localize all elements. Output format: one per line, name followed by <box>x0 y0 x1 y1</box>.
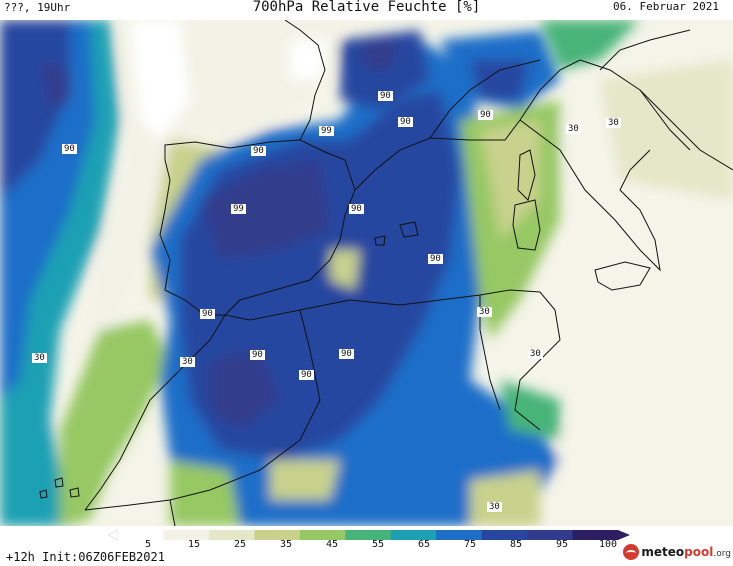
colorbar-segment <box>208 530 255 540</box>
humidity-map: 90 90 90 90 99 90 99 90 90 90 30 30 90 9… <box>0 20 733 526</box>
footer: 5 15 25 35 45 55 65 75 85 95 100 +12h Init:06Z06FE… <box>0 526 733 566</box>
colorbar-tick-label: 35 <box>279 539 293 550</box>
colorbar-segment <box>390 530 437 540</box>
colorbar-tick-label: 65 <box>417 539 431 550</box>
contour-label: 30 <box>528 349 543 359</box>
colorbar-segment <box>572 530 619 540</box>
contour-label: 30 <box>487 502 502 512</box>
contour-label: 90 <box>339 349 354 359</box>
colorbar-tick-label: 25 <box>233 539 247 550</box>
colorbar-segment <box>299 530 346 540</box>
colorbar-tick-label: 75 <box>463 539 477 550</box>
colorbar-segment <box>527 530 574 540</box>
colorbar-segment <box>118 530 164 540</box>
colorbar-min-triangle <box>108 529 119 541</box>
colorbar-tick-label: 5 <box>144 539 152 550</box>
colorbar-segment <box>163 530 210 540</box>
colorbar-tick-label: 100 <box>598 539 618 550</box>
contour-label: 30 <box>180 357 195 367</box>
contour-label: 99 <box>231 204 246 214</box>
contour-label: 30 <box>606 118 621 128</box>
map-canvas <box>0 20 733 526</box>
contour-label: 90 <box>62 144 77 154</box>
forecast-date: 06. Februar 2021 <box>613 0 719 13</box>
contour-label: 90 <box>428 254 443 264</box>
colorbar-segment <box>345 530 392 540</box>
logo-text: meteopool.org <box>641 545 731 559</box>
header: ???, 19Uhr 700hPa Relative Feuchte [%] 0… <box>0 0 733 20</box>
colorbar-segment <box>481 530 528 540</box>
colorbar-tick-label: 55 <box>371 539 385 550</box>
contour-label: 30 <box>32 353 47 363</box>
meteopool-logo-icon <box>623 544 640 560</box>
colorbar-segment <box>254 530 301 540</box>
colorbar-tick-label: 85 <box>509 539 523 550</box>
contour-label: 90 <box>378 91 393 101</box>
contour-label: 90 <box>200 309 215 319</box>
contour-label: 90 <box>398 117 413 127</box>
colorbar <box>108 529 630 541</box>
colorbar-tick-label: 15 <box>187 539 201 550</box>
contour-label: 90 <box>349 204 364 214</box>
contour-label: 90 <box>299 370 314 380</box>
contour-label: 90 <box>478 110 493 120</box>
colorbar-tick-label: 45 <box>325 539 339 550</box>
forecast-time: ???, 19Uhr <box>4 1 71 14</box>
colorbar-tick-label: 95 <box>555 539 569 550</box>
colorbar-segment <box>436 530 483 540</box>
map-title: 700hPa Relative Feuchte [%] <box>252 0 481 15</box>
colorbar-max-triangle <box>618 530 630 540</box>
contour-label: 90 <box>251 146 266 156</box>
meteopool-logo[interactable]: meteopool.org <box>623 544 731 560</box>
contour-label: 90 <box>250 350 265 360</box>
contour-label: 99 <box>319 126 334 136</box>
contour-label: 30 <box>477 307 492 317</box>
init-time: +12h Init:06Z06FEB2021 <box>6 550 165 564</box>
contour-label: 30 <box>566 124 581 134</box>
